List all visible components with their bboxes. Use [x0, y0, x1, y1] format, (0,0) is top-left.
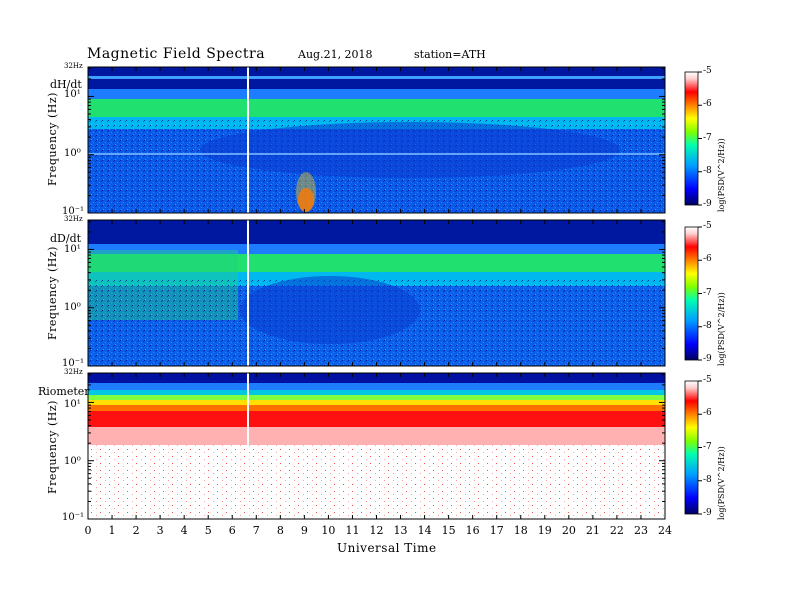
panel-label-dh-dt: dH/dt — [50, 78, 82, 91]
y-axis-label-panel-1: Frequency (Hz) — [46, 92, 59, 186]
x-tick-label: 0 — [84, 524, 92, 537]
x-tick-label: 17 — [489, 524, 504, 537]
y-tick-label: 10¹ — [64, 89, 81, 100]
x-tick-label: 20 — [561, 524, 576, 537]
y-tick-label: 32Hz — [64, 368, 83, 376]
colorbar-tick-label: -9 — [703, 508, 712, 518]
y-tick-label: 10¹ — [64, 399, 81, 410]
x-tick-label: 14 — [417, 524, 432, 537]
band-deep-blue-top — [88, 373, 665, 383]
quiet-dome — [240, 276, 420, 344]
band-cyan-line — [88, 76, 665, 79]
colorbar-tick-label: -6 — [703, 99, 712, 110]
band-red — [88, 411, 665, 427]
colorbar-label-3: log(PSD(V^2/Hz)) — [717, 446, 726, 520]
x-tick-label: 3 — [156, 524, 164, 537]
band-green — [88, 254, 665, 272]
x-tick-label: 21 — [585, 524, 600, 537]
colorbar-tick-label: -9 — [703, 354, 712, 364]
x-tick-label: 24 — [658, 524, 672, 537]
band-yellow — [88, 400, 665, 405]
red-speckle-overlay — [88, 445, 665, 519]
chart-title: Magnetic Field Spectra — [87, 46, 266, 62]
x-tick-label: 22 — [609, 524, 624, 537]
x-tick-label: 8 — [276, 524, 284, 537]
colorbar-1 — [684, 71, 699, 206]
colorbar-tick-label: -8 — [703, 320, 712, 331]
band-cyan — [88, 390, 665, 395]
y-tick-label: 10⁻¹ — [62, 206, 85, 217]
y-tick-label: 10⁻¹ — [62, 512, 85, 523]
x-tick-label: 15 — [441, 524, 456, 537]
colorbar-label-1: log(PSD(V^2/Hz)) — [717, 138, 726, 212]
quiet-dome — [200, 122, 620, 178]
band-orange — [88, 405, 665, 411]
date-label: Aug.21, 2018 — [298, 48, 373, 61]
x-tick-label: 19 — [537, 524, 552, 537]
x-tick-label: 1 — [108, 524, 116, 537]
x-axis-label: Universal Time — [337, 541, 437, 555]
panel-label-dd-dt: dD/dt — [50, 232, 82, 245]
colorbar-3 — [684, 380, 699, 515]
panel-label-riometer: Riometer — [38, 385, 90, 398]
x-axis-ticks — [87, 67, 666, 519]
panel-riometer-spectrogram — [87, 372, 666, 520]
x-tick-label: 12 — [369, 524, 384, 537]
panel-dh-dt-spectrogram — [87, 66, 666, 214]
y-tick-label: 10¹ — [64, 244, 81, 255]
x-tick-label: 18 — [513, 524, 528, 537]
colorbar-tick-label: -5 — [703, 221, 712, 231]
x-tick-label: 10 — [321, 524, 336, 537]
colorbar-tick-label: -8 — [703, 474, 712, 485]
colorbar-tick-label: -5 — [703, 375, 712, 385]
y-tick-label: 32Hz — [64, 215, 83, 223]
x-tick-label: 5 — [204, 524, 212, 537]
y-tick-label: 10⁻¹ — [62, 358, 85, 369]
x-tick-label: 7 — [252, 524, 260, 537]
colorbar-ticks — [698, 71, 702, 515]
y-tick-label: 10⁰ — [64, 148, 81, 159]
y-axis-label-panel-2: Frequency (Hz) — [46, 246, 59, 340]
panel-dd-dt-spectrogram — [87, 219, 666, 367]
band-pink — [88, 427, 665, 445]
y-tick-label: 10⁰ — [64, 456, 81, 467]
x-tick-label: 16 — [465, 524, 480, 537]
x-tick-label: 9 — [300, 524, 308, 537]
colorbar-label-2: log(PSD(V^2/Hz)) — [717, 292, 726, 366]
band-light-blue — [88, 244, 665, 254]
colorbar-tick-label: -9 — [703, 199, 712, 209]
colorbar-2 — [684, 226, 699, 361]
station-label: station=ATH — [414, 48, 486, 61]
colorbar-tick-label: -5 — [703, 66, 712, 76]
band-green — [88, 99, 665, 117]
y-tick-label: 32Hz — [64, 62, 83, 70]
hot-spot-halo — [296, 172, 316, 212]
y-axis-ticks — [88, 68, 665, 520]
colorbar-tick-label: -7 — [703, 441, 712, 452]
band-light-blue — [88, 89, 665, 99]
colorbar-tick-label: -8 — [703, 165, 712, 176]
band-green — [88, 395, 665, 400]
band-blue — [88, 383, 665, 390]
colorbar-tick-label: -6 — [703, 408, 712, 419]
colorbar-tick-label: -7 — [703, 287, 712, 298]
x-tick-label: 13 — [393, 524, 408, 537]
hot-spot — [298, 188, 314, 212]
colorbar-tick-label: -6 — [703, 254, 712, 265]
x-tick-label: 4 — [180, 524, 188, 537]
y-axis-label-panel-3: Frequency (Hz) — [46, 400, 59, 494]
x-tick-label: 6 — [228, 524, 236, 537]
x-tick-label: 23 — [633, 524, 648, 537]
x-tick-label: 11 — [345, 524, 360, 537]
colorbar-tick-label: -7 — [703, 132, 712, 143]
y-tick-label: 10⁰ — [64, 302, 81, 313]
x-tick-label: 2 — [132, 524, 140, 537]
